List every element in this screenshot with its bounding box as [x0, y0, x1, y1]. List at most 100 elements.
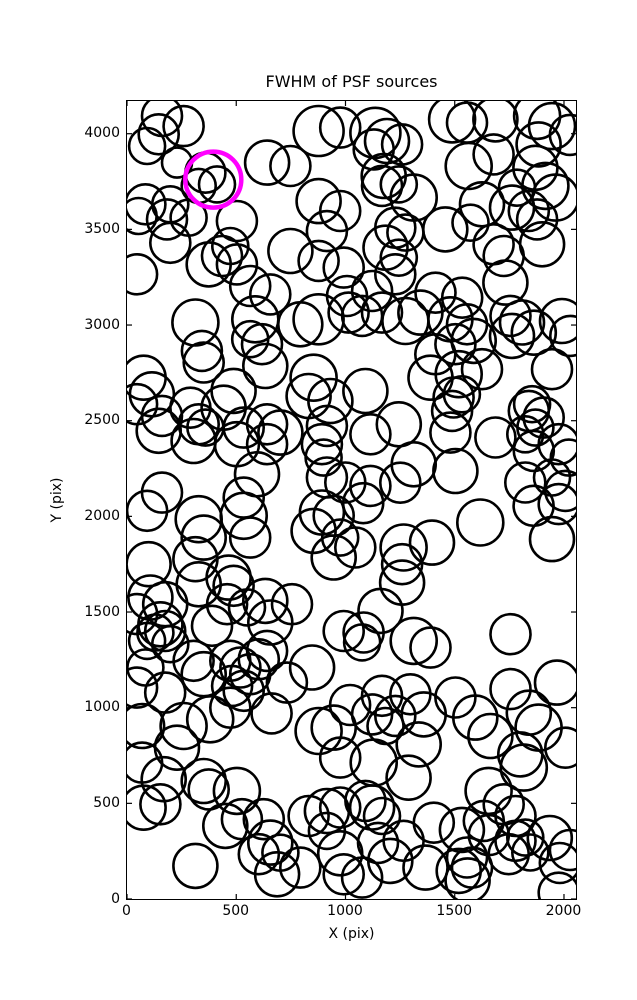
psf-source-circle [127, 489, 169, 533]
psf-source-circle [172, 842, 219, 890]
psf-source-circle [512, 384, 552, 424]
psf-source-circle [143, 609, 187, 653]
psf-source-circle [498, 299, 546, 346]
psf-source-circle [544, 469, 576, 513]
psf-source-circle [270, 582, 314, 626]
psf-source-circle [127, 183, 167, 226]
scatter-svg [127, 101, 576, 899]
psf-source-circle [397, 289, 444, 336]
psf-source-circle [438, 806, 486, 854]
psf-source-circle [127, 126, 167, 166]
psf-source-circle [305, 209, 349, 253]
x-tick-label: 1500 [436, 903, 473, 919]
psf-source-circle [531, 173, 576, 222]
psf-source-circle [444, 857, 491, 899]
psf-source-circle [472, 101, 519, 143]
x-tick-label: 0 [122, 903, 131, 919]
y-tick-label: 2500 [84, 412, 120, 429]
psf-source-circle [304, 438, 343, 477]
psf-source-circle [378, 559, 426, 606]
psf-source-circle [379, 238, 419, 277]
y-tick-label: 500 [93, 794, 120, 811]
psf-source-circle [171, 298, 220, 347]
psf-source-circle [202, 802, 249, 850]
psf-source-circle [389, 616, 439, 666]
psf-source-circle [185, 241, 232, 288]
psf-source-circle [409, 626, 452, 669]
psf-source-circle [197, 165, 237, 204]
psf-source-circle [334, 526, 377, 569]
psf-source-circle [292, 104, 345, 158]
y-tick-label: 3000 [84, 316, 120, 333]
psf-source-circle [451, 203, 490, 242]
psf-source-circle [180, 514, 227, 561]
psf-source-circle [228, 264, 272, 308]
psf-source-circle [538, 297, 576, 345]
psf-source-circle [245, 629, 289, 673]
psf-source-circle [510, 309, 558, 356]
psf-source-circle [127, 702, 166, 750]
psf-source-circle [242, 577, 289, 625]
psf-source-circle [489, 294, 532, 338]
psf-source-circle [373, 253, 417, 296]
psf-source-circle [180, 757, 227, 805]
psf-source-circle [430, 389, 474, 433]
psf-source-circle [294, 706, 343, 756]
psf-source-circle [242, 342, 289, 390]
psf-source-circle [127, 621, 167, 661]
psf-source-circle [250, 692, 293, 735]
psf-source-circle [451, 694, 499, 741]
psf-source-circle [482, 234, 526, 278]
psf-source-circle [549, 314, 576, 358]
psf-source-circle [379, 165, 419, 204]
psf-source-circle [472, 133, 515, 176]
psf-source-circle [412, 801, 456, 845]
psf-source-circle [213, 420, 261, 468]
psf-source-circle [327, 291, 370, 334]
psf-source-circle [357, 587, 404, 635]
psf-source-circle [467, 813, 511, 857]
psf-source-circle [127, 666, 159, 709]
psf-source-circle [350, 693, 394, 736]
psf-source-circle [380, 542, 424, 586]
psf-source-circle [537, 422, 576, 466]
psf-source-circle [360, 164, 404, 208]
psf-source-circle [136, 613, 175, 652]
psf-source-circle [140, 471, 184, 514]
psf-source-circle [378, 461, 422, 505]
y-tick-label: 4000 [84, 125, 120, 142]
psf-source-circle [544, 726, 576, 769]
psf-source-circle [538, 841, 576, 885]
psf-source-circle [512, 101, 562, 141]
psf-source-circle [548, 828, 576, 872]
psf-source-circle [148, 221, 192, 265]
psf-source-circle [530, 347, 574, 391]
psf-source-circle [222, 669, 265, 713]
psf-source-circle [277, 301, 324, 348]
psf-source-circle [499, 743, 549, 792]
psf-source-circle [434, 349, 484, 399]
psf-source-circle [349, 412, 392, 456]
psf-source-circle [356, 821, 400, 865]
psf-source-circle [402, 844, 449, 891]
psf-source-circle [434, 676, 477, 719]
x-tick-label: 2000 [545, 903, 582, 919]
psf-source-circle [526, 814, 574, 862]
psf-source-circle [342, 623, 382, 662]
psf-source-circle [349, 738, 398, 787]
psf-source-circle [445, 836, 489, 879]
psf-source-circle [515, 121, 562, 168]
psf-source-circle [533, 659, 576, 706]
psf-source-circle [215, 243, 259, 286]
psf-source-circle [472, 223, 515, 266]
psf-source-circle [184, 151, 227, 194]
psf-source-circle [516, 408, 555, 447]
psf-source-circle [505, 818, 545, 857]
psf-source-circle [385, 754, 432, 802]
psf-source-circle [489, 667, 532, 711]
psf-source-circle [435, 847, 483, 895]
psf-source-circle [512, 429, 556, 473]
psf-source-circle [127, 540, 172, 588]
psf-source-circle [187, 768, 230, 811]
